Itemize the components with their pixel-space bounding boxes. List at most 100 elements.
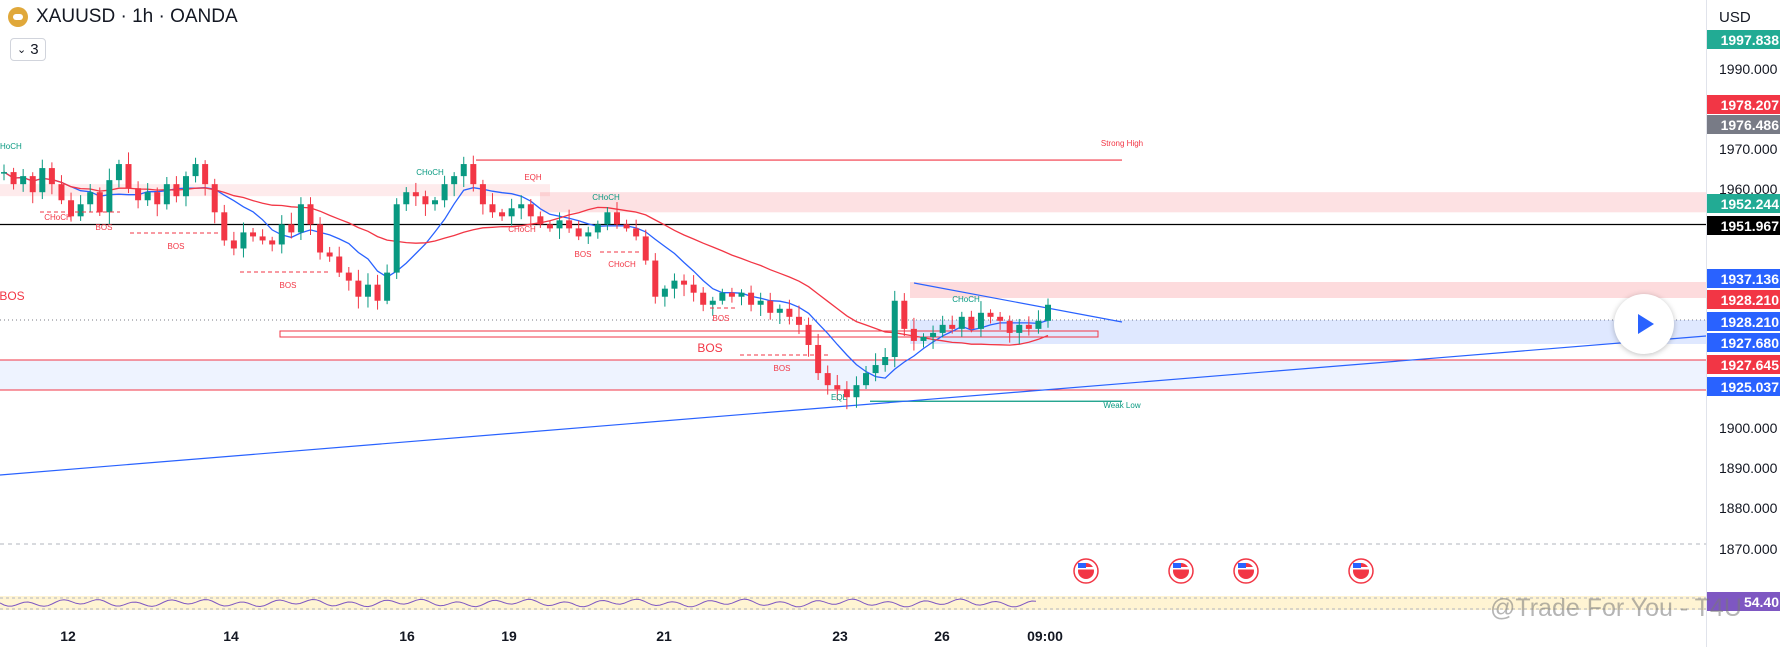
structure-label: CHoCH xyxy=(608,260,636,269)
candle-body xyxy=(633,228,640,237)
candle-body xyxy=(1006,320,1013,333)
structure-label: BOS xyxy=(575,250,592,259)
candle-body xyxy=(1045,304,1051,321)
candle-body xyxy=(843,389,850,398)
candle-body xyxy=(403,192,410,205)
candle-body xyxy=(345,272,352,281)
structure-label: BOS xyxy=(280,281,297,290)
candle-body xyxy=(163,184,170,205)
candle-body xyxy=(259,236,266,241)
play-icon xyxy=(1638,314,1654,334)
candle-body xyxy=(336,256,343,273)
candle-body xyxy=(499,212,506,217)
candle-body xyxy=(393,204,400,273)
candle-body xyxy=(240,232,247,249)
candle-body xyxy=(441,184,448,201)
symbol-title[interactable]: XAUUSD · 1h · OANDA xyxy=(36,6,238,27)
candle-body xyxy=(786,308,793,317)
price-tick: 1970.000 xyxy=(1719,141,1778,157)
candle-body xyxy=(604,212,611,225)
price-tag: 1978.207 xyxy=(1707,95,1780,114)
candle-body xyxy=(671,280,678,289)
candle-body xyxy=(384,272,391,301)
time-axis[interactable]: 12 14 16 19 21 23 26 09:00 xyxy=(0,622,1706,647)
candle-body xyxy=(230,240,237,249)
indicator-count: 3 xyxy=(30,41,39,58)
candle-body xyxy=(1025,324,1032,329)
candle-body xyxy=(115,164,122,181)
candle-body xyxy=(805,324,812,345)
flag-canton xyxy=(1353,563,1361,568)
candle-body xyxy=(422,196,429,205)
flag-stripe xyxy=(1173,567,1189,570)
supply-zone xyxy=(910,282,1706,298)
candle-body xyxy=(537,216,544,225)
chart-area[interactable]: CHoCH CHoCH BOS BOS BOS CHoCH CHoCH EQH CHoCH BOS… xyxy=(0,0,1706,647)
time-label: 16 xyxy=(399,628,415,644)
currency-label[interactable]: USD xyxy=(1719,9,1751,26)
candle-body xyxy=(767,300,774,313)
candle-body xyxy=(872,365,879,374)
price-tick: 1880.000 xyxy=(1719,500,1778,516)
demand-zone-wide xyxy=(0,360,1706,390)
price-axis[interactable]: USD 1990.000 1970.000 1960.000 1900.000 … xyxy=(1706,0,1780,647)
candle-body xyxy=(949,324,956,329)
gold-symbol-icon xyxy=(8,7,28,27)
candle-body xyxy=(479,184,486,205)
candle-body xyxy=(939,324,946,333)
ascending-trendline xyxy=(0,335,1706,476)
structure-label: BOS xyxy=(774,364,791,373)
candle-body xyxy=(364,284,371,297)
candle-body xyxy=(58,184,65,201)
candle-body xyxy=(834,385,841,390)
candle-body xyxy=(700,292,707,305)
price-tag: 1928.210 xyxy=(1707,290,1780,309)
oscillator-line xyxy=(0,598,1037,608)
structure-label: Weak Low xyxy=(1103,401,1140,410)
candle-body xyxy=(173,184,180,197)
candle-body xyxy=(613,212,620,225)
candle-body xyxy=(930,332,937,337)
structure-label: CHoCH xyxy=(952,295,980,304)
candle-body xyxy=(68,200,75,217)
chevron-down-icon: ⌄ xyxy=(17,44,27,56)
us-flag-event-icon xyxy=(1348,558,1374,584)
indicators-toggle-button[interactable]: ⌄ 3 xyxy=(10,38,46,61)
price-tag: 1927.680 xyxy=(1707,333,1780,352)
candle-body xyxy=(795,316,802,325)
candle-body xyxy=(623,224,630,229)
candle-body xyxy=(566,220,573,229)
supply-zone-left xyxy=(0,184,550,197)
candle-body xyxy=(250,232,257,237)
candle-body xyxy=(681,280,688,285)
time-label: 23 xyxy=(832,628,848,644)
candle-body xyxy=(910,328,917,341)
candle-body xyxy=(652,260,659,297)
candle-body xyxy=(853,385,860,398)
watermark: @Trade For You - T4U xyxy=(1490,594,1742,622)
candle-body xyxy=(815,344,822,374)
candle-body xyxy=(901,300,908,329)
candle-body xyxy=(757,300,764,305)
candle-body xyxy=(412,192,419,197)
resistance-zone xyxy=(540,192,1706,213)
candle-body xyxy=(211,184,218,213)
structure-label: EQH xyxy=(524,173,542,182)
price-tag: 1937.136 xyxy=(1707,269,1780,288)
candle-body xyxy=(470,164,477,185)
candle-body xyxy=(297,204,304,233)
candle-body xyxy=(594,224,601,233)
candle-body xyxy=(432,200,439,205)
structure-label: CHoCH xyxy=(508,225,536,234)
replay-play-button[interactable] xyxy=(1614,294,1674,354)
time-label: 14 xyxy=(223,628,239,644)
candle-body xyxy=(39,168,46,193)
candle-body xyxy=(451,176,458,185)
candle-body xyxy=(106,180,113,213)
price-tick: 1890.000 xyxy=(1719,460,1778,476)
candle-body xyxy=(96,192,103,213)
price-tick: 1960.000 xyxy=(1719,181,1778,197)
flag-stripe xyxy=(1238,567,1254,570)
price-chart[interactable]: CHoCH CHoCH BOS BOS BOS CHoCH CHoCH EQH CHoCH BOS… xyxy=(0,0,1706,622)
oscillator-tag: 54.40 xyxy=(1707,592,1780,611)
